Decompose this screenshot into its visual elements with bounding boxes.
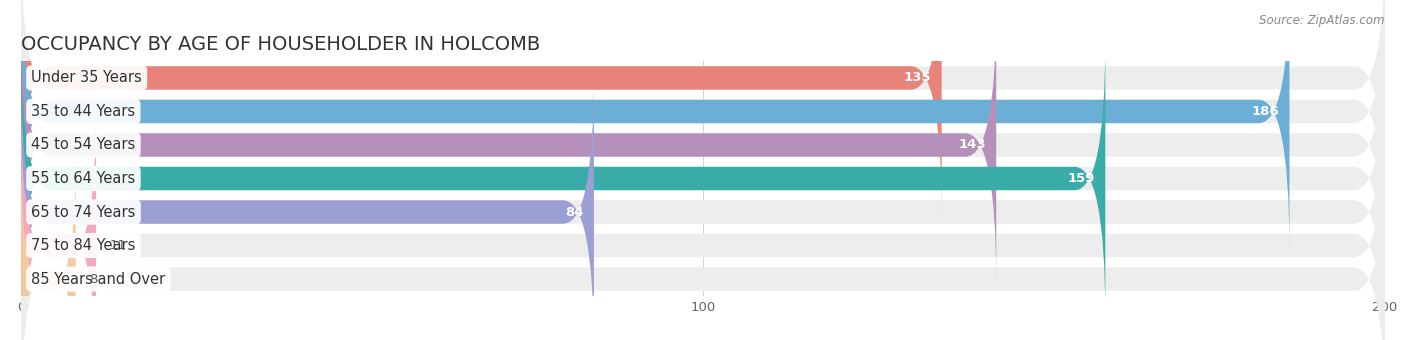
Text: 11: 11	[110, 239, 127, 252]
FancyBboxPatch shape	[21, 39, 1105, 318]
FancyBboxPatch shape	[21, 0, 942, 217]
Text: 135: 135	[904, 71, 931, 84]
Text: 65 to 74 Years: 65 to 74 Years	[31, 205, 136, 220]
FancyBboxPatch shape	[21, 106, 1385, 340]
FancyBboxPatch shape	[21, 0, 1289, 251]
Text: 186: 186	[1251, 105, 1279, 118]
Text: 85 Years and Over: 85 Years and Over	[31, 272, 166, 287]
FancyBboxPatch shape	[21, 106, 96, 340]
Text: 84: 84	[565, 205, 583, 219]
FancyBboxPatch shape	[21, 73, 1385, 340]
Text: 143: 143	[959, 138, 986, 152]
FancyBboxPatch shape	[21, 0, 1385, 251]
Text: 35 to 44 Years: 35 to 44 Years	[31, 104, 135, 119]
FancyBboxPatch shape	[21, 73, 593, 340]
Text: 55 to 64 Years: 55 to 64 Years	[31, 171, 135, 186]
FancyBboxPatch shape	[21, 140, 1385, 340]
Text: OCCUPANCY BY AGE OF HOUSEHOLDER IN HOLCOMB: OCCUPANCY BY AGE OF HOUSEHOLDER IN HOLCO…	[21, 35, 540, 54]
FancyBboxPatch shape	[21, 0, 1385, 217]
Text: Source: ZipAtlas.com: Source: ZipAtlas.com	[1260, 14, 1385, 27]
FancyBboxPatch shape	[21, 6, 997, 284]
FancyBboxPatch shape	[21, 39, 1385, 318]
FancyBboxPatch shape	[21, 157, 76, 340]
Text: Under 35 Years: Under 35 Years	[31, 70, 142, 85]
Text: 75 to 84 Years: 75 to 84 Years	[31, 238, 136, 253]
Text: 8: 8	[90, 273, 97, 286]
FancyBboxPatch shape	[21, 6, 1385, 284]
Text: 45 to 54 Years: 45 to 54 Years	[31, 137, 135, 152]
Text: 159: 159	[1067, 172, 1095, 185]
